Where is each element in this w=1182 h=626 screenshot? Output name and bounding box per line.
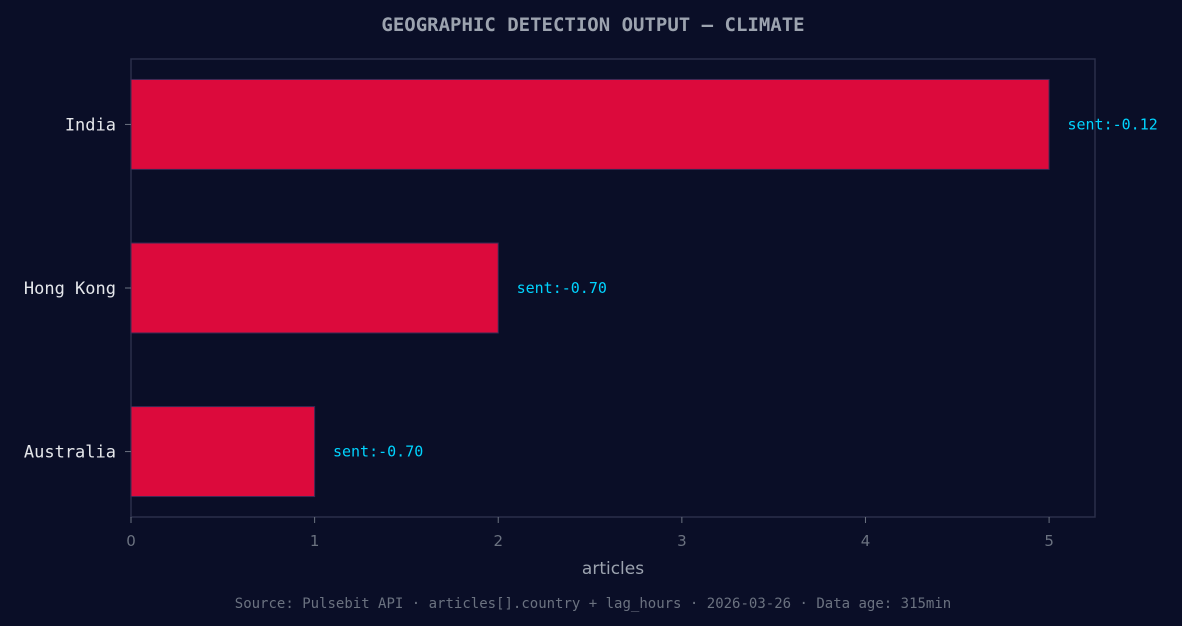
bar-annotation: sent:-0.70	[517, 279, 607, 297]
y-tick-label: Hong Kong	[24, 279, 116, 299]
x-axis-label: articles	[582, 559, 644, 579]
bar-annotation: sent:-0.12	[1067, 115, 1157, 133]
bar-australia	[130, 406, 316, 498]
bar-hong-kong	[130, 242, 499, 334]
x-tick-label: 0	[126, 532, 136, 550]
y-tick-label: Australia	[24, 443, 116, 463]
x-tick-label: 1	[310, 532, 320, 550]
x-tick-label: 5	[1044, 532, 1054, 550]
x-tick-label: 3	[677, 532, 687, 550]
x-tick-label: 4	[861, 532, 871, 550]
footer-source: Source: Pulsebit API · articles[].countr…	[235, 596, 951, 612]
bar-india	[130, 78, 1050, 170]
y-tick-label: India	[65, 115, 116, 135]
bar-annotation: sent:-0.70	[333, 443, 423, 461]
chart-title: GEOGRAPHIC DETECTION OUTPUT — CLIMATE	[381, 14, 804, 36]
x-tick-label: 2	[493, 532, 503, 550]
